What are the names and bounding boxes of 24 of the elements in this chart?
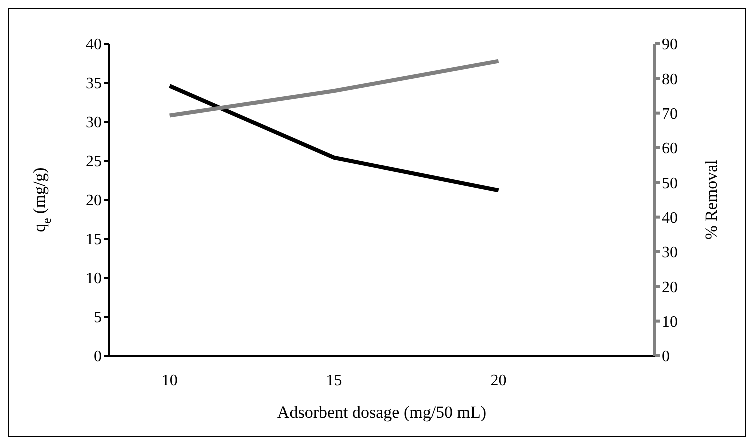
y2-tick-label: 40 (662, 210, 678, 228)
y2-tick-label: 60 (662, 140, 678, 158)
y2-axis-title: % Removal (702, 160, 721, 240)
y-tick-label: 10 (86, 270, 102, 288)
y2-tick-label: 50 (662, 175, 678, 192)
x-tick-label: 20 (490, 372, 507, 390)
y2-tick-label: 90 (662, 36, 678, 54)
y-tick-label: 5 (94, 310, 102, 327)
x-axis-title: Adsorbent dosage (mg/50 mL) (277, 403, 487, 422)
y2-tick-label: 0 (662, 348, 670, 366)
y2-tick-label: 10 (662, 314, 678, 332)
y-tick-label: 30 (86, 114, 102, 132)
y2-tick-label: 70 (662, 106, 678, 124)
y2-tick-label: 20 (662, 279, 678, 296)
y-tick-label: 0 (94, 348, 102, 366)
y-tick-label: 40 (86, 36, 102, 54)
y-tick-label: 20 (86, 192, 102, 210)
y-tick-label: 15 (86, 232, 102, 249)
x-tick-label: 10 (162, 372, 178, 390)
y-tick-label: 25 (86, 154, 102, 171)
y2-tick-label: 30 (662, 244, 678, 262)
y2-tick-label: 80 (662, 71, 678, 88)
y-tick-label: 35 (86, 76, 102, 93)
x-tick-label: 15 (326, 372, 342, 390)
